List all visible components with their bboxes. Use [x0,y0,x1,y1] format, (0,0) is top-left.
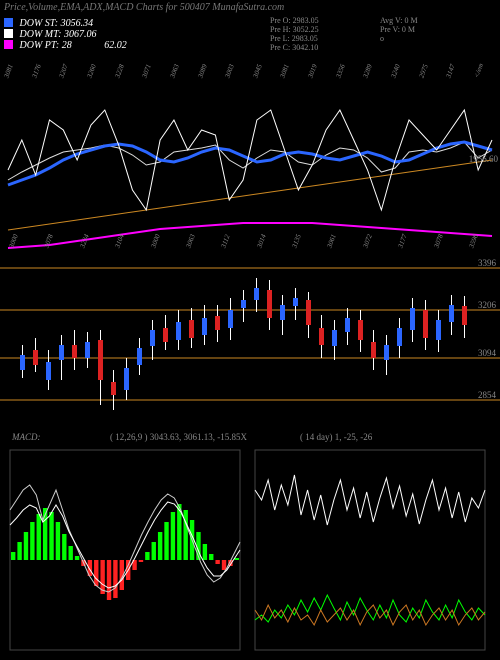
svg-text:3094: 3094 [478,348,497,358]
top-tick-labels: 3081 3176 3207 3260 3228 3071 3063 3089 3003 3045… [0,62,500,80]
tick-label: 3240 [390,63,402,79]
lower-svg [0,420,500,660]
tick-label: 3063 [184,233,196,249]
legend-row: DOW PT: 28 62.02 [4,40,127,51]
tick-label: 3596 [467,233,479,249]
tick-label: 3078 [432,233,444,249]
tick-label: 3176 [30,63,42,79]
legend-label: DOW ST: 3056.34 [20,18,94,29]
upper-chart: 1956.60 3000 3078 3234 3104 3000 3063 3112 3014… [0,80,500,250]
vol-info: Avg V: 0 M Pre V: 0 M o [380,16,418,43]
tick-label: 3003 [224,63,236,79]
info-line: Avg V: 0 M [380,16,418,25]
info-line: Pre H: 3052.25 [270,25,319,34]
legend-label: DOW MT: 3067.06 [20,29,97,40]
header-panel: Price,Volume,EMA,ADX,MACD Charts for 500… [0,0,500,80]
macd-label: MACD: [12,432,41,442]
tick-label: 3081 [2,63,14,79]
tick-label: 3104 [114,233,126,249]
adx-params: ( 14 day) 1, -25, -26 [300,432,372,442]
info-line: Pre L: 2983.05 [270,34,319,43]
macd-params: ( 12,26,9 ) 3043.63, 3061.13, -15.85X [110,432,247,442]
tick-label: 3177 [397,233,409,249]
tick-label: 3089 [196,63,208,79]
tick-label: 3071 [141,63,153,79]
legend-row: DOW ST: 3056.34 [4,18,127,29]
candle-chart-svg: 3396 3206 3094 2854 [0,250,500,420]
tick-label: 3000 [149,233,161,249]
candle-chart: 3396 3206 3094 2854 [0,250,500,420]
legend-extra: 62.02 [104,40,127,51]
page-title: Price,Volume,EMA,ADX,MACD Charts for 500… [4,2,284,13]
tick-label: 3000 [7,233,19,249]
tick-label: 3147 [445,63,457,79]
tick-label: 3260 [85,63,97,79]
legend: DOW ST: 3056.34 DOW MT: 3067.06 DOW PT: … [4,18,127,51]
legend-swatch-mt [4,29,13,38]
legend-swatch-pt [4,40,13,49]
tick-label: 3289 [362,63,374,79]
upper-right-label: 1956.60 [469,154,498,164]
tick-label: 3207 [58,63,70,79]
info-line: Pre O: 2983.05 [270,16,319,25]
tick-label: 3356 [334,63,346,79]
tick-label: 3072 [361,233,373,249]
svg-text:3206: 3206 [478,300,497,310]
tick-label: 3228 [113,63,125,79]
tick-label: 3135 [291,233,303,249]
tick-label: 3112 [220,234,232,249]
tick-label: 3234 [78,233,90,249]
upper-chart-svg [0,80,500,250]
legend-row: DOW MT: 3067.06 [4,29,127,40]
legend-label: DOW PT: 28 [20,40,72,51]
tick-label: 3045 [251,63,263,79]
svg-text:3396: 3396 [478,258,497,268]
tick-label: 3078 [43,233,55,249]
tick-label: 3061 [326,233,338,249]
info-line: Pre C: 3042.10 [270,43,319,52]
upper-tick-labels: 3000 3078 3234 3104 3000 3063 3112 3014 3135 3061… [0,236,500,250]
tick-label: </em [472,62,485,79]
info-line: Pre V: 0 M [380,25,418,34]
tick-label: 3063 [168,63,180,79]
tick-label: 3019 [307,63,319,79]
svg-text:2854: 2854 [478,390,497,400]
lower-panel: MACD: ( 12,26,9 ) 3043.63, 3061.13, -15.… [0,420,500,660]
info-line: o [380,34,418,43]
tick-label: 3014 [255,233,267,249]
tick-label: 3081 [279,63,291,79]
ohlc-info: Pre O: 2983.05 Pre H: 3052.25 Pre L: 298… [270,16,319,52]
tick-label: 2975 [417,63,429,79]
legend-swatch-st [4,18,13,27]
